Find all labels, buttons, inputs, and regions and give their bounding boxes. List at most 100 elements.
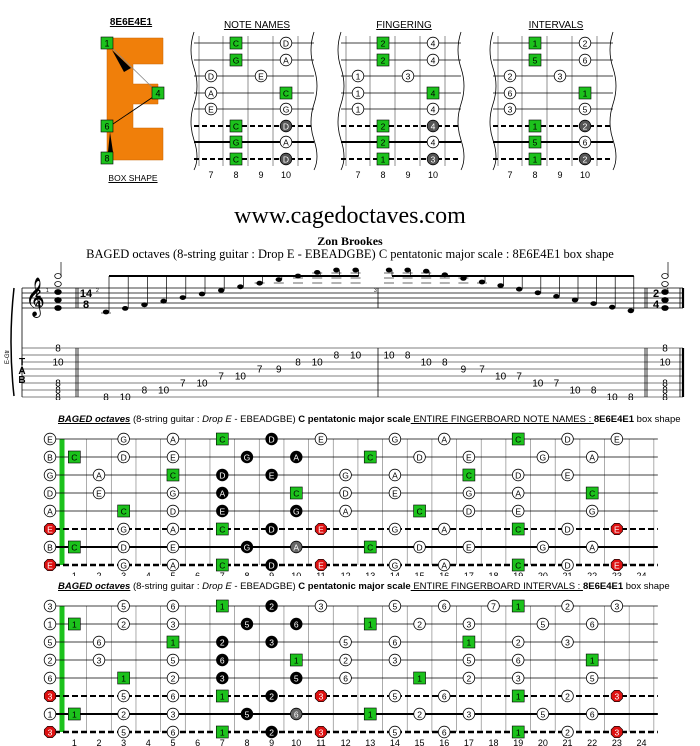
open-string-marker — [43, 504, 57, 518]
note-label: E — [614, 524, 620, 534]
note-marker — [92, 635, 106, 649]
author: Zon Brookes — [317, 234, 383, 248]
tab-number: 10 — [158, 386, 170, 397]
note-label: 5 — [121, 727, 126, 737]
note-marker — [578, 53, 592, 67]
tab-number: 10 — [607, 393, 619, 401]
tab-number: 8 — [662, 379, 668, 390]
note-marker — [528, 152, 542, 166]
tab-number: 7 — [516, 372, 522, 383]
note-marker — [216, 653, 229, 667]
note-marker — [117, 617, 130, 631]
note-label: 5 — [393, 601, 398, 611]
note-label: E — [208, 104, 214, 114]
note-label: G — [540, 542, 547, 552]
small-diagram-2: 1 2 5 6 2 3 6 1 3 5 1 2 5 6 1 2 7 8 9 10 — [489, 31, 617, 180]
note-label: 2 — [417, 709, 422, 719]
note-marker — [511, 725, 525, 739]
note-label: 6 — [508, 88, 513, 98]
fret-number: 16 — [439, 571, 449, 576]
note-marker — [438, 599, 451, 613]
note-marker — [610, 522, 623, 536]
note-label: 5 — [121, 601, 126, 611]
open-string-marker — [43, 468, 57, 482]
note-marker — [610, 689, 623, 703]
note-label: C — [416, 506, 422, 516]
note-label: 1 — [220, 691, 225, 701]
note-label: 5 — [245, 619, 250, 629]
note-marker — [426, 36, 440, 50]
note-label: C — [589, 488, 595, 498]
small-diagram-0: C DG AD EA CE GC DG AC D7 8 9 10 — [190, 31, 318, 180]
note-marker — [117, 725, 130, 739]
tab-number: 8 — [295, 358, 301, 369]
note-marker — [462, 653, 476, 667]
note-marker — [388, 725, 402, 739]
run-note — [141, 302, 148, 308]
note-marker — [561, 522, 574, 536]
note-marker — [462, 707, 476, 721]
note-label: 6 — [393, 637, 398, 647]
note-label: 1 — [381, 154, 386, 164]
note-label: C — [71, 542, 77, 552]
fret-number: 2 — [96, 738, 101, 746]
open-string-label: 3 — [48, 601, 53, 611]
note-marker — [290, 450, 303, 464]
note-label: 2 — [269, 691, 274, 701]
tab-number: 10 — [120, 393, 132, 401]
note-label: A — [170, 524, 176, 534]
note-label: D — [269, 434, 275, 444]
note-marker — [351, 86, 365, 100]
note-marker — [117, 540, 130, 554]
note-marker — [117, 504, 130, 518]
open-string-marker — [43, 522, 57, 536]
tab-number: 10 — [312, 358, 324, 369]
fret-number: 3 — [121, 738, 126, 746]
note-marker — [254, 69, 268, 83]
note-label: 1 — [533, 154, 538, 164]
fret-num: 9 — [258, 170, 263, 180]
run-note — [275, 277, 282, 282]
note-marker — [536, 617, 550, 631]
tab-number: 7 — [479, 365, 485, 376]
note-label: D — [343, 488, 349, 498]
note-marker — [265, 432, 278, 446]
note-label: E — [614, 560, 620, 570]
note-label: 1 — [356, 88, 361, 98]
note-marker — [265, 725, 278, 739]
note-label: 2 — [583, 38, 588, 48]
note-marker — [215, 599, 229, 613]
note-marker — [426, 53, 440, 67]
note-marker — [561, 432, 574, 446]
note-label: G — [170, 488, 177, 498]
note-label: 2 — [381, 55, 386, 65]
note-marker — [363, 617, 377, 631]
note-label: D — [416, 452, 422, 462]
note-marker — [363, 450, 377, 464]
note-marker — [229, 36, 243, 50]
run-note — [497, 283, 504, 288]
open-string-label: B — [47, 542, 53, 552]
note-marker — [528, 135, 542, 149]
note-marker — [487, 599, 500, 613]
note-label: 3 — [467, 619, 472, 629]
note-label: 1 — [467, 637, 472, 647]
time-sig-top: 2 — [653, 288, 659, 300]
open-string-marker — [43, 486, 57, 500]
note-label: G — [392, 434, 399, 444]
note-marker — [512, 486, 525, 500]
note-label: 3 — [516, 673, 521, 683]
open-string-marker — [43, 671, 57, 685]
time-sig-bottom: 4 — [653, 299, 660, 311]
note-label: E — [318, 560, 324, 570]
open-string-marker — [43, 635, 57, 649]
note-marker — [279, 36, 293, 50]
note-label: C — [233, 38, 239, 48]
note-marker — [503, 86, 517, 100]
note-marker — [166, 432, 180, 446]
note-marker — [265, 468, 278, 482]
fret-num: 7 — [208, 170, 213, 180]
fret-number: 6 — [195, 571, 200, 576]
note-marker — [376, 36, 390, 50]
note-label: 2 — [220, 637, 225, 647]
